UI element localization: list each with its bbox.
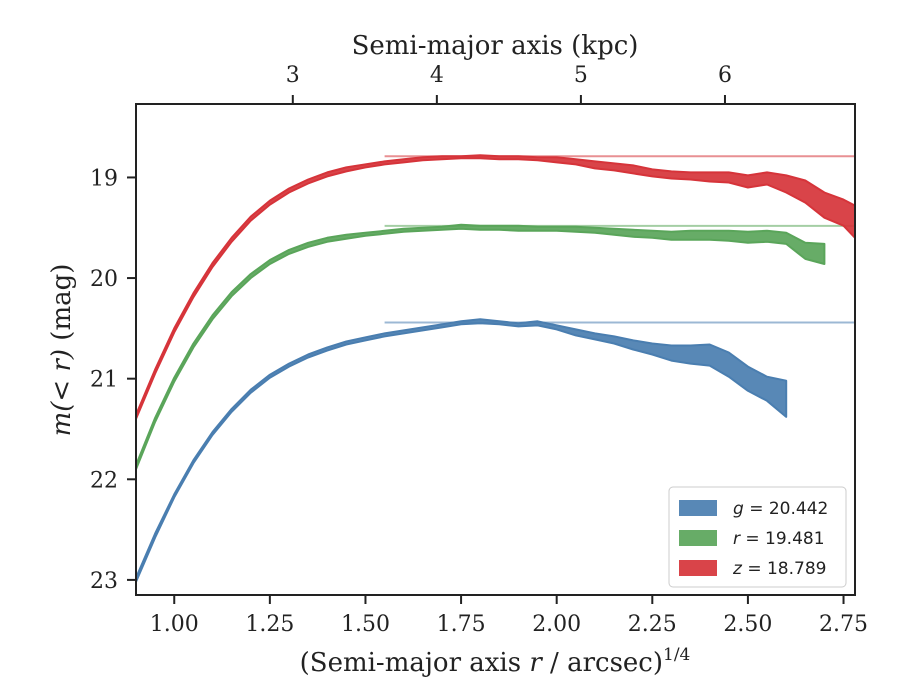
plot-frame <box>135 103 856 596</box>
x-top-tick-label: 4 <box>430 63 444 88</box>
band-g <box>136 318 788 583</box>
y-tick-label: 22 <box>90 468 118 493</box>
tick-labels: 1.00 1.25 1.50 1.75 2.00 2.25 2.50 2.75 3 4 5 6 19 20… <box>90 63 868 637</box>
x-top-tick-label: 5 <box>574 63 588 88</box>
bottom-axis-title: (Semi-major axis r / arcsec)1/4 <box>300 645 691 678</box>
band-r <box>136 223 826 471</box>
profile-bands <box>136 154 855 583</box>
x-bottom-tick-label: 2.25 <box>628 612 677 637</box>
x-top-tick-label: 3 <box>286 63 300 88</box>
x-bottom-tick-label: 1.50 <box>341 612 390 637</box>
legend-swatch-g <box>679 500 717 516</box>
x-bottom-tick-label: 1.00 <box>150 612 199 637</box>
x-bottom-tick-label: 2.75 <box>819 612 868 637</box>
legend-label-g: g = 20.442 <box>733 499 828 519</box>
x-bottom-tick-label: 2.50 <box>723 612 772 637</box>
y-tick-label: 21 <box>90 368 118 393</box>
legend-label-r: r = 19.481 <box>733 529 825 549</box>
top-axis-title: Semi-major axis (kpc) <box>352 31 639 61</box>
x-bottom-tick-label: 1.75 <box>437 612 486 637</box>
legend-label-z: z = 18.789 <box>732 559 826 579</box>
y-tick-label: 23 <box>90 569 118 594</box>
x-top-tick-label: 6 <box>718 63 732 88</box>
y-tick-label: 20 <box>90 267 118 292</box>
x-bottom-tick-label: 1.25 <box>245 612 294 637</box>
y-axis-title: m(< r) (mag) <box>47 264 77 437</box>
legend: g = 20.442 r = 19.481 z = 18.789 <box>668 486 847 588</box>
y-tick-label: 19 <box>90 166 118 191</box>
legend-swatch-r <box>679 530 717 546</box>
legend-swatch-z <box>679 560 717 576</box>
x-bottom-tick-label: 2.00 <box>532 612 581 637</box>
band-z <box>136 154 855 420</box>
axis-ticks <box>127 95 845 604</box>
